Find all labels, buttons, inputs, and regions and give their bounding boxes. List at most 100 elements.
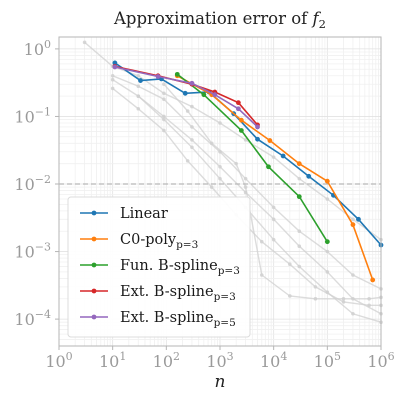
background-series-point	[325, 249, 330, 254]
data-point	[212, 92, 218, 98]
legend-entry: C0-polyp=3	[80, 232, 198, 251]
background-series-point	[325, 290, 330, 295]
y-tick-label: 10−3	[14, 241, 51, 262]
x-tick-label: 105	[314, 350, 341, 371]
y-tick-label: 100	[24, 38, 51, 59]
background-series-point	[351, 311, 355, 316]
legend-label: Linear	[120, 206, 168, 222]
tick-labels: 100 101 102 103 104 105 106 10−4 10−3 10−2 10−1 100	[14, 38, 394, 371]
data-point	[189, 80, 195, 86]
background-series-point	[297, 244, 302, 249]
background-series-point	[297, 229, 302, 234]
x-tick-label: 106	[367, 350, 394, 371]
legend-marker	[91, 262, 97, 268]
background-series-point	[341, 300, 346, 304]
y-tick-label: 10−2	[14, 173, 51, 194]
legend-label: Ext. B-splinep=3	[120, 284, 236, 303]
data-point	[255, 136, 260, 142]
background-series-point	[162, 114, 166, 119]
data-point	[356, 216, 361, 222]
legend-label: Fun. B-splinep=3	[120, 258, 240, 277]
background-series-point	[136, 106, 141, 111]
background-series-point	[243, 138, 248, 142]
y-tick-label: 10−1	[14, 105, 51, 126]
background-series-line	[84, 41, 382, 241]
data-point	[370, 277, 376, 283]
background-series-point	[259, 239, 264, 244]
data-point	[296, 194, 302, 200]
data-point	[112, 64, 118, 70]
background-series-point	[243, 185, 248, 189]
background-series-point	[136, 73, 141, 78]
data-point	[306, 173, 312, 179]
background-series-line	[137, 95, 382, 323]
background-series-point	[288, 294, 292, 298]
background-series-point	[243, 176, 248, 181]
legend: Linear C0-polyp=3 Fun. B-splinep=3 Ext. B-s…	[67, 196, 251, 338]
background-series-point	[271, 217, 276, 222]
background-series-point	[162, 82, 166, 87]
background-series-point	[313, 296, 318, 301]
background-series-point	[185, 159, 190, 163]
legend-box	[67, 196, 251, 338]
x-axis-label: n	[215, 372, 226, 392]
background-series-point	[313, 285, 318, 289]
legend-entry: Linear	[80, 206, 168, 222]
legend-entry: Fun. B-splinep=3	[80, 258, 240, 277]
background-series-point	[185, 109, 190, 113]
data-point	[267, 138, 273, 143]
data-point	[350, 222, 356, 228]
background-series-point	[162, 91, 166, 96]
background-series-point	[218, 164, 222, 169]
data-point	[138, 78, 143, 83]
background-series-point	[297, 176, 302, 181]
background-series-point	[325, 270, 330, 274]
data-point	[238, 128, 244, 133]
background-series-point	[271, 237, 276, 242]
background-series-point	[367, 296, 371, 301]
x-tick-label: 102	[153, 350, 180, 371]
background-series-point	[325, 197, 330, 201]
chart-title: Approximation error of f2	[113, 9, 326, 31]
background-series-point	[190, 145, 194, 150]
series-group	[112, 60, 384, 283]
data-point	[155, 74, 161, 79]
data-point	[112, 60, 118, 66]
x-tick-label: 103	[206, 350, 233, 371]
axes-frame	[55, 36, 382, 350]
data-point	[238, 117, 244, 123]
data-point	[296, 161, 302, 167]
background-series-point	[341, 296, 346, 301]
background-series-point	[243, 190, 248, 195]
data-point	[182, 90, 188, 96]
legend-label: Ext. B-splinep=5	[120, 310, 236, 329]
data-point	[324, 239, 330, 245]
background-series-point	[351, 273, 355, 277]
x-tick-label: 101	[99, 350, 126, 371]
background-series-point	[209, 185, 214, 189]
data-point	[255, 124, 260, 130]
y-tick-label: 10−4	[14, 308, 51, 329]
background-series-point	[136, 94, 141, 98]
data-point	[280, 153, 286, 159]
data-point	[324, 178, 330, 184]
series-line	[114, 66, 259, 128]
background-series-point	[351, 217, 355, 222]
data-point	[235, 106, 241, 112]
data-point	[174, 71, 180, 77]
background-series-point	[190, 125, 194, 129]
background-series-point	[162, 117, 166, 122]
background-series-point	[110, 86, 115, 91]
legend-marker	[91, 288, 97, 294]
background-series-point	[136, 84, 141, 89]
background-series-point	[190, 104, 194, 109]
x-tick-label: 104	[260, 350, 287, 371]
background-series-point	[288, 262, 292, 267]
background-series-point	[162, 97, 166, 102]
legend-label: C0-polyp=3	[120, 232, 198, 251]
background-series-point	[351, 296, 355, 301]
background-series-point	[271, 205, 276, 210]
background-series-point	[110, 73, 115, 78]
